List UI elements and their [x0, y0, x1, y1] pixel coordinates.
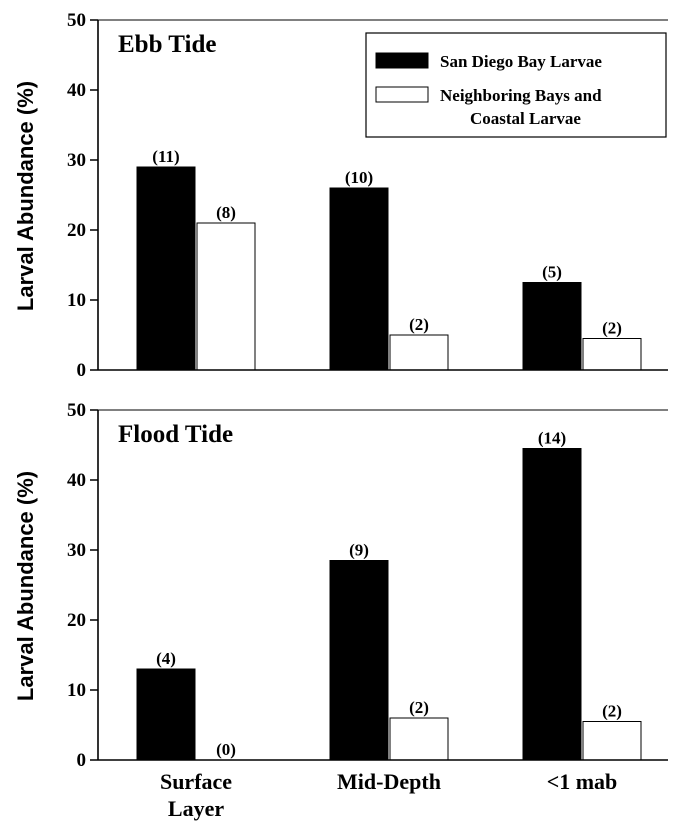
- bar-san-diego-bay: [522, 448, 582, 761]
- legend-label-neighboring-2: Coastal Larvae: [470, 109, 581, 128]
- bar-count-label: (11): [152, 147, 179, 166]
- y-tick-label: 40: [67, 470, 86, 491]
- bar-san-diego-bay: [136, 166, 196, 371]
- legend-swatch-neighboring: [375, 86, 429, 103]
- bar-count-label: (2): [409, 698, 429, 717]
- legend: San Diego Bay Larvae Neighboring Bays an…: [365, 32, 667, 138]
- bar-neighboring: [389, 334, 449, 371]
- flood-tide-title: Flood Tide: [118, 421, 233, 448]
- legend-box: [365, 32, 667, 138]
- category-label-surface-1: Surface: [160, 769, 232, 794]
- category-label-mid-depth: Mid-Depth: [337, 769, 441, 794]
- bar-neighboring: [582, 338, 642, 371]
- ebb-tide-title: Ebb Tide: [118, 31, 216, 58]
- bar-san-diego-bay: [329, 560, 389, 761]
- y-tick-label: 0: [77, 750, 87, 771]
- bar-san-diego-bay: [522, 282, 582, 371]
- category-label-surface-2: Layer: [168, 796, 224, 821]
- flood-tide-panel: Flood Tide Larval Abundance (%) 0 10 20 30 4…: [13, 400, 668, 771]
- legend-label-neighboring-1: Neighboring Bays and: [440, 86, 602, 105]
- y-tick-label: 0: [77, 360, 87, 381]
- bar-count-label: (4): [156, 649, 176, 668]
- legend-swatch-sdb: [375, 52, 429, 69]
- legend-label-sdb: San Diego Bay Larvae: [440, 52, 602, 71]
- bar-san-diego-bay: [136, 668, 196, 761]
- bar-neighboring: [196, 222, 256, 371]
- bar-san-diego-bay: [329, 187, 389, 371]
- y-tick-label: 30: [67, 540, 86, 561]
- y-tick-label: 10: [67, 290, 86, 311]
- bar-count-label: (2): [409, 315, 429, 334]
- bar-count-label: (5): [542, 263, 562, 282]
- bar-count-label: (0): [216, 740, 236, 759]
- y-tick-label: 10: [67, 680, 86, 701]
- bar-neighboring: [389, 717, 449, 761]
- y-tick-label: 40: [67, 80, 86, 101]
- bar-neighboring: [582, 721, 642, 761]
- category-label-near-bottom: <1 mab: [547, 769, 618, 794]
- y-axis-label-flood: Larval Abundance (%): [13, 471, 38, 701]
- y-axis-label-ebb: Larval Abundance (%): [13, 81, 38, 311]
- y-tick-label: 30: [67, 150, 86, 171]
- bar-count-label: (14): [538, 429, 566, 448]
- y-tick-label: 50: [67, 10, 86, 31]
- x-axis-categories: Surface Layer Mid-Depth <1 mab: [160, 769, 617, 821]
- y-tick-label: 20: [67, 220, 86, 241]
- bar-count-label: (9): [349, 541, 369, 560]
- bar-count-label: (8): [216, 203, 236, 222]
- y-tick-label: 20: [67, 610, 86, 631]
- bar-count-label: (10): [345, 168, 373, 187]
- bar-count-label: (2): [602, 319, 622, 338]
- ebb-tide-panel: Ebb Tide Larval Abundance (%) San Diego …: [13, 10, 668, 381]
- bar-count-label: (2): [602, 702, 622, 721]
- y-tick-label: 50: [67, 400, 86, 421]
